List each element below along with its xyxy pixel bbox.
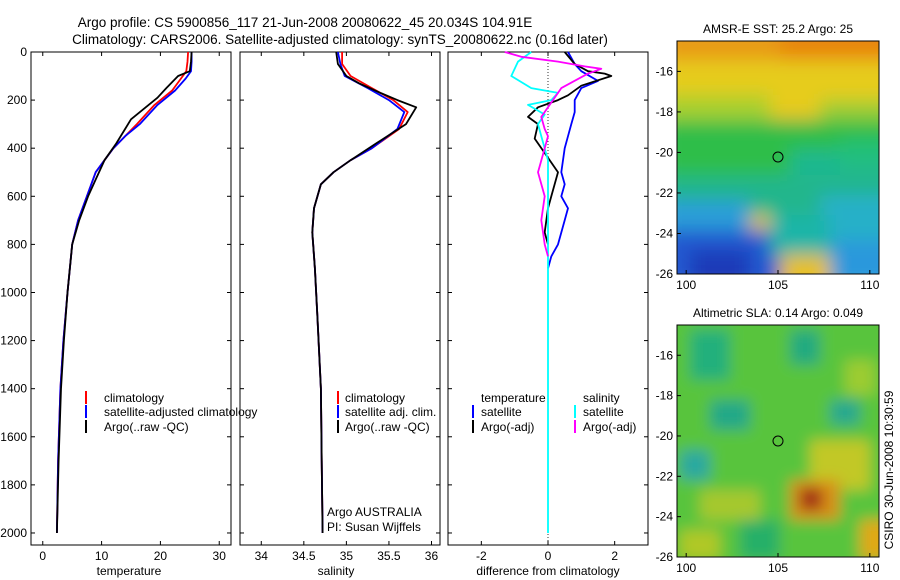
x-tick-label: 2 xyxy=(611,549,618,563)
series-line-climatology xyxy=(56,51,189,534)
map-x-tick-label: 105 xyxy=(768,561,788,575)
legend-header-temperature: temperature xyxy=(481,391,546,405)
depth-tick-label: 400 xyxy=(7,141,27,155)
x-tick-label: 35 xyxy=(340,549,354,563)
temperature-xlabel: temperature xyxy=(97,564,162,578)
series-line-climatology xyxy=(311,52,409,534)
legend-label-argo: Argo(..raw -QC) xyxy=(345,420,430,434)
figure-title-line1: Argo profile: CS 5900856_117 21-Jun-2008… xyxy=(78,15,533,30)
salinity-xlabel: salinity xyxy=(318,564,355,578)
legend-label-satellite: satellite-adjusted climatology xyxy=(104,405,257,419)
difference-xlabel: difference from climatology xyxy=(476,564,619,578)
legend-label-sal-satellite: satellite xyxy=(583,405,624,419)
series-line-satellite-adj-clim- xyxy=(311,51,406,534)
map-y-tick-label: -18 xyxy=(656,105,674,119)
x-tick-label: -2 xyxy=(476,549,487,563)
series-line-argo-raw-qc- xyxy=(311,51,418,534)
salinity-legend: climatology satellite adj. clim. Argo(..… xyxy=(337,391,436,434)
temperature-panel-frame xyxy=(30,51,232,546)
x-tick-label: 0 xyxy=(545,549,552,563)
series-line-argo-adj- xyxy=(527,51,613,245)
legend-label-temp-satellite: satellite xyxy=(481,405,522,419)
map-y-tick-label: -18 xyxy=(656,389,674,403)
depth-tick-label: 0 xyxy=(20,45,27,59)
legend-label-argo: Argo(..raw -QC) xyxy=(104,420,189,434)
map-y-tick-label: -20 xyxy=(656,145,674,159)
map-y-tick-label: -26 xyxy=(656,550,674,564)
map-y-tick-label: -24 xyxy=(656,226,674,240)
sla-map-title: Altimetric SLA: 0.14 Argo: 0.049 xyxy=(693,306,863,320)
x-tick-label: 20 xyxy=(154,549,168,563)
salinity-panel-frame xyxy=(239,51,441,546)
depth-tick-label: 1400 xyxy=(0,382,27,396)
legend-label-temp-argo: Argo(-adj) xyxy=(481,420,534,434)
credit-line2: PI: Susan Wijffels xyxy=(327,520,421,534)
depth-tick-label: 1600 xyxy=(0,430,27,444)
series-line-argo-adj- xyxy=(504,51,603,257)
salinity-axes: 34 34.5 35 35.5 36 xyxy=(240,51,440,563)
map-x-tick-label: 100 xyxy=(676,278,696,292)
map-y-tick-label: -16 xyxy=(656,348,674,362)
x-tick-label: 36 xyxy=(425,549,439,563)
map-x-tick-label: 100 xyxy=(676,561,696,575)
map-y-tick-label: -22 xyxy=(656,186,674,200)
depth-tick-label: 1800 xyxy=(0,478,27,492)
legend-header-salinity: salinity xyxy=(583,391,620,405)
x-tick-label: 34 xyxy=(255,549,269,563)
map-y-tick-label: -20 xyxy=(656,429,674,443)
depth-tick-label: 800 xyxy=(7,237,27,251)
map-y-tick-label: -22 xyxy=(656,469,674,483)
depth-tick-label: 2000 xyxy=(0,526,27,540)
x-tick-label: 30 xyxy=(213,549,227,563)
x-tick-label: 10 xyxy=(95,549,109,563)
depth-tick-labels: 0 200 400 600 800 1000 1200 1400 1600 1800 2000 xyxy=(0,45,27,540)
figure-title-line2: Climatology: CARS2006. Satellite-adjuste… xyxy=(72,32,608,47)
map-y-tick-label: -24 xyxy=(656,510,674,524)
sst-map-title: AMSR-E SST: 25.2 Argo: 25 xyxy=(703,22,853,36)
depth-tick-label: 1000 xyxy=(0,285,27,299)
credit-line1: Argo AUSTRALIA xyxy=(327,505,422,519)
difference-series xyxy=(504,51,613,533)
depth-tick-label: 1200 xyxy=(0,334,27,348)
sst-argo-marker xyxy=(772,151,784,163)
series-line-satellite-adjusted-climatology xyxy=(56,52,193,534)
map-x-tick-label: 105 xyxy=(768,278,788,292)
series-line-satellite xyxy=(547,51,599,269)
temperature-series xyxy=(56,51,193,534)
legend-label-sal-argo: Argo(-adj) xyxy=(583,420,636,434)
legend-label-satellite: satellite adj. clim. xyxy=(345,405,436,419)
sla-map-axes: 100 105 110 -16 -18 -20 -22 -24 -26 xyxy=(656,348,880,575)
difference-axes: -2 0 2 xyxy=(448,51,648,563)
sst-map-axes: 100 105 110 -16 -18 -20 -22 -24 -26 xyxy=(656,64,880,292)
x-tick-label: 0 xyxy=(39,549,46,563)
temperature-legend: climatology satellite-adjusted climatolo… xyxy=(85,391,257,434)
sla-heatmap xyxy=(677,325,879,557)
legend-label-climatology: climatology xyxy=(104,391,164,405)
x-tick-label: 35.5 xyxy=(377,549,401,563)
map-y-tick-label: -16 xyxy=(656,64,674,78)
depth-tick-label: 200 xyxy=(7,93,27,107)
side-timestamp: CSIRO 30-Jun-2008 10:30:59 xyxy=(882,390,896,549)
temperature-axes: 0 10 20 30 xyxy=(31,51,231,563)
map-y-tick-label: -26 xyxy=(656,267,674,281)
series-line-satellite xyxy=(510,51,559,533)
x-tick-label: 34.5 xyxy=(292,549,316,563)
salinity-series xyxy=(311,51,418,534)
depth-tick-label: 600 xyxy=(7,189,27,203)
difference-legend: temperature salinity satellite Argo(-adj… xyxy=(472,391,636,434)
series-line-argo-raw-qc- xyxy=(56,51,193,534)
map-x-tick-label: 110 xyxy=(860,278,879,292)
legend-label-climatology: climatology xyxy=(345,391,405,405)
sst-heatmap xyxy=(677,41,879,274)
sla-argo-marker xyxy=(772,435,784,447)
map-x-tick-label: 110 xyxy=(860,561,879,575)
